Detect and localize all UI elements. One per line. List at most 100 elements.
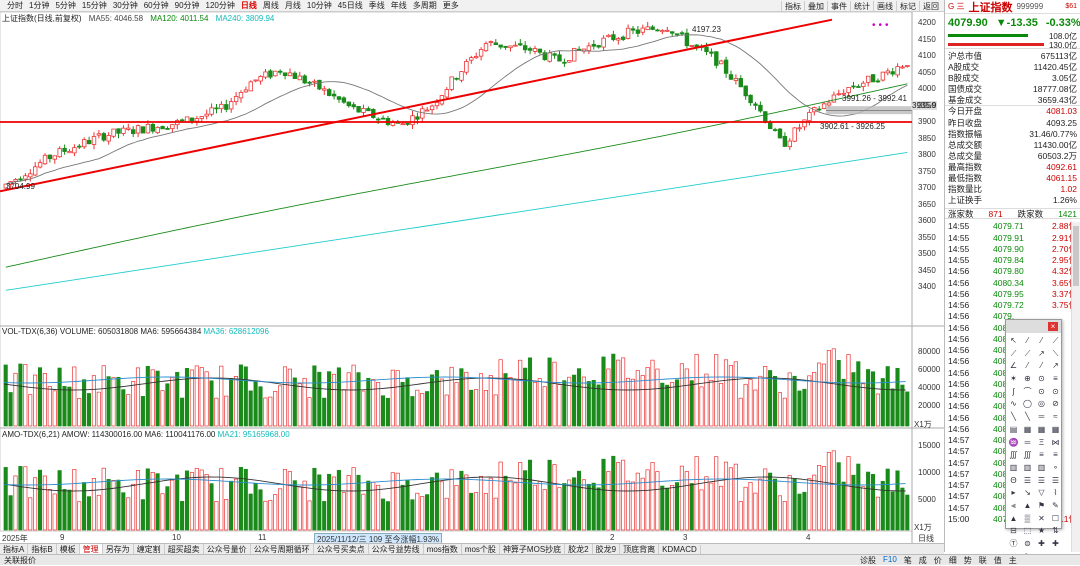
period-tab[interactable]: 周线 xyxy=(260,0,282,11)
draw-tool-icon[interactable]: ⇅ xyxy=(1049,525,1062,538)
draw-tool-icon[interactable]: ✚ xyxy=(1035,538,1048,551)
draw-tool-icon[interactable]: ⊙ xyxy=(1049,386,1062,399)
draw-tool-icon[interactable]: ◎ xyxy=(1035,398,1048,411)
status-item[interactable]: 细 xyxy=(949,555,957,566)
draw-tool-icon[interactable]: ∭ xyxy=(1007,449,1020,462)
draw-tool-icon[interactable]: ☐ xyxy=(1049,513,1062,526)
period-tab[interactable]: 多周期 xyxy=(410,0,440,11)
draw-tool-icon[interactable]: ✎ xyxy=(1049,500,1062,513)
draw-tool-icon[interactable]: ☰ xyxy=(1035,475,1048,488)
indicator-tab[interactable]: 顶底背离 xyxy=(620,544,659,555)
period-tab[interactable]: 5分钟 xyxy=(52,0,78,11)
draw-tool-icon[interactable]: ✶ xyxy=(1007,373,1020,386)
indicator-tab[interactable]: 超买超卖 xyxy=(165,544,204,555)
indicator-tab[interactable]: KDMACD xyxy=(659,545,701,554)
indicator-tab[interactable]: 胶龙9 xyxy=(593,544,620,555)
draw-tool-icon[interactable]: ▒ xyxy=(1021,513,1034,526)
draw-tool-icon[interactable]: ═ xyxy=(1021,437,1034,450)
period-tab[interactable]: 45日线 xyxy=(335,0,366,11)
chart-tool-button[interactable]: 画线 xyxy=(873,1,896,12)
indicator-tab[interactable]: 指标B xyxy=(28,544,56,555)
draw-tool-icon[interactable]: ⟋ xyxy=(1049,335,1062,348)
draw-tool-icon[interactable]: ∫ xyxy=(1007,386,1020,399)
period-tab[interactable]: 90分钟 xyxy=(172,0,203,11)
close-icon[interactable]: × xyxy=(1048,322,1058,331)
draw-tool-icon[interactable]: ⊘ xyxy=(1049,398,1062,411)
indicator-tab[interactable]: 指标A xyxy=(0,544,28,555)
draw-tool-icon[interactable]: ⊙ xyxy=(1035,386,1048,399)
draw-tool-icon[interactable]: ▥ xyxy=(1021,462,1034,475)
chart-tool-button[interactable]: 标记 xyxy=(896,1,919,12)
draw-tool-icon[interactable]: ≡ xyxy=(1049,373,1062,386)
status-item[interactable]: 联 xyxy=(979,555,987,566)
period-tab[interactable]: 年线 xyxy=(388,0,410,11)
indicator-tab[interactable]: 公众号益势线 xyxy=(369,544,424,555)
draw-tool-icon[interactable]: ☰ xyxy=(1021,475,1034,488)
draw-tool-icon[interactable]: ⟋ xyxy=(1007,348,1020,361)
draw-tool-icon[interactable]: ⊟ xyxy=(1007,525,1020,538)
period-tab[interactable]: 1分钟 xyxy=(26,0,52,11)
indicator-tab[interactable]: 公众号周期循环 xyxy=(251,544,314,555)
draw-tool-icon[interactable]: ╲ xyxy=(1021,411,1034,424)
status-item[interactable]: 值 xyxy=(994,555,1002,566)
draw-tool-icon[interactable]: ↖ xyxy=(1007,335,1020,348)
period-tab[interactable]: 季线 xyxy=(366,0,388,11)
period-tab[interactable]: 120分钟 xyxy=(203,0,238,11)
draw-tool-icon[interactable]: ◯ xyxy=(1021,398,1034,411)
draw-tool-icon[interactable]: ╲ xyxy=(1007,411,1020,424)
draw-tool-icon[interactable]: ▥ xyxy=(1035,462,1048,475)
status-item[interactable]: 势 xyxy=(964,555,972,566)
chart-tool-button[interactable]: 返回 xyxy=(919,1,942,12)
draw-tool-icon[interactable]: ⟋ xyxy=(1021,348,1034,361)
draw-tool-icon[interactable]: ★ xyxy=(1035,525,1048,538)
draw-tool-icon[interactable]: ▲ xyxy=(1021,500,1034,513)
indicator-tab[interactable]: 另存为 xyxy=(103,544,134,555)
status-item[interactable]: 价 xyxy=(934,555,942,566)
draw-tool-icon[interactable]: ∭ xyxy=(1021,449,1034,462)
draw-tool-icon[interactable]: ▽ xyxy=(1035,487,1048,500)
draw-tool-icon[interactable]: ▤ xyxy=(1007,424,1020,437)
draw-tool-icon[interactable]: ▸ xyxy=(1007,487,1020,500)
draw-tool-icon[interactable]: Ξ xyxy=(1035,437,1048,450)
draw-tool-icon[interactable]: ⊜ xyxy=(1021,538,1034,551)
period-tab[interactable]: 30分钟 xyxy=(110,0,141,11)
indicator-tab[interactable]: 公众号买卖点 xyxy=(314,544,369,555)
draw-tool-icon[interactable]: ⟍ xyxy=(1049,348,1062,361)
indicator-tab[interactable]: 缠定割 xyxy=(134,544,165,555)
draw-tool-icon[interactable]: ⁄ xyxy=(1035,360,1048,373)
indicator-tab[interactable]: 公众号量价 xyxy=(204,544,251,555)
draw-tool-icon[interactable]: ✕ xyxy=(1035,513,1048,526)
period-tab[interactable]: 更多 xyxy=(440,0,462,11)
period-tab[interactable]: 15分钟 xyxy=(79,0,110,11)
draw-tool-icon[interactable]: ∠ xyxy=(1007,360,1020,373)
draw-tool-icon[interactable]: ☰ xyxy=(1049,475,1062,488)
draw-tool-icon[interactable]: ↘ xyxy=(1021,487,1034,500)
period-tab[interactable]: 月线 xyxy=(282,0,304,11)
draw-tool-icon[interactable]: ⫷ xyxy=(1007,500,1020,513)
chart-tool-button[interactable]: 指标 xyxy=(781,1,804,12)
period-tab[interactable]: 10分钟 xyxy=(304,0,335,11)
draw-tool-icon[interactable]: Θ xyxy=(1007,475,1020,488)
indicator-tab[interactable]: 胶龙2 xyxy=(565,544,592,555)
draw-tool-icon[interactable]: Ⓣ xyxy=(1007,538,1020,551)
draw-tool-icon[interactable]: ▦ xyxy=(1035,424,1048,437)
draw-tool-icon[interactable]: ▦ xyxy=(1049,424,1062,437)
tick-scrollbar[interactable] xyxy=(1071,222,1080,552)
draw-tool-icon[interactable]: ≡ xyxy=(1035,449,1048,462)
draw-tool-icon[interactable]: ⌒ xyxy=(1021,386,1034,399)
chart-tool-button[interactable]: 事件 xyxy=(827,1,850,12)
status-item[interactable]: 笔 xyxy=(904,555,912,566)
period-tab[interactable]: 分时 xyxy=(4,0,26,11)
draw-tool-icon[interactable]: ♒ xyxy=(1007,437,1020,450)
indicator-tab[interactable]: 模板 xyxy=(57,544,80,555)
draw-tool-icon[interactable]: ⁄ xyxy=(1021,335,1034,348)
chart-tool-button[interactable]: 叠加 xyxy=(804,1,827,12)
draw-tool-icon[interactable]: ▥ xyxy=(1007,462,1020,475)
status-item[interactable]: F10 xyxy=(883,555,897,566)
draw-tool-icon[interactable]: ⊙ xyxy=(1035,373,1048,386)
draw-tool-icon[interactable]: ⌇ xyxy=(1049,487,1062,500)
draw-tool-icon[interactable]: ⁄ xyxy=(1035,335,1048,348)
index-name[interactable]: 上证指数 xyxy=(968,0,1012,15)
draw-tool-icon[interactable]: ⁄ xyxy=(1021,360,1034,373)
draw-tool-icon[interactable]: ↗ xyxy=(1035,348,1048,361)
